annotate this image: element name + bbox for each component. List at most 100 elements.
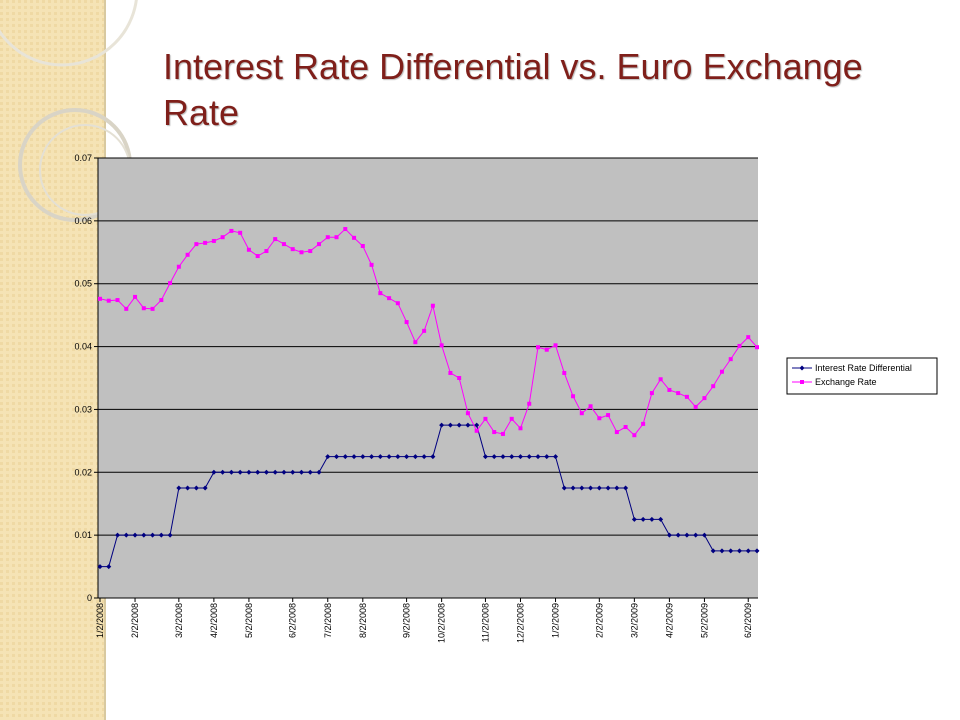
point: [238, 230, 243, 235]
point: [544, 347, 549, 352]
point: [395, 301, 400, 306]
y-tick-label: 0.07: [74, 153, 92, 163]
x-tick-label: 3/2/2009: [629, 603, 639, 638]
point: [97, 564, 103, 570]
point: [474, 422, 480, 428]
point: [439, 422, 445, 428]
point: [413, 340, 418, 345]
point: [509, 416, 514, 421]
point: [754, 548, 760, 554]
point: [632, 433, 637, 438]
point: [299, 250, 304, 255]
point: [281, 469, 287, 475]
point: [571, 394, 576, 399]
point: [168, 281, 173, 286]
point: [658, 516, 664, 522]
legend-label: Exchange Rate: [815, 377, 877, 387]
x-tick-label: 2/2/2008: [130, 603, 140, 638]
point: [430, 303, 435, 308]
point: [447, 422, 453, 428]
point: [141, 532, 147, 538]
point: [412, 454, 418, 460]
point: [526, 454, 532, 460]
point: [360, 454, 366, 460]
point: [728, 357, 733, 362]
point: [667, 387, 672, 392]
point: [229, 228, 234, 233]
point: [290, 469, 296, 475]
chart-title: Interest Rate Differential vs. Euro Exch…: [163, 46, 863, 133]
point: [693, 404, 698, 409]
point: [132, 532, 138, 538]
point: [351, 454, 357, 460]
point: [457, 376, 462, 380]
point: [167, 532, 173, 538]
point: [684, 394, 689, 399]
point: [185, 252, 190, 257]
y-tick-label: 0.01: [74, 530, 92, 540]
point: [342, 454, 348, 460]
point: [369, 454, 375, 460]
point: [325, 454, 331, 460]
point: [150, 306, 155, 311]
point: [263, 469, 269, 475]
point: [334, 454, 340, 460]
point: [465, 422, 471, 428]
point: [176, 485, 182, 491]
point: [395, 454, 401, 460]
point: [491, 454, 497, 460]
point: [422, 328, 427, 333]
point: [561, 485, 567, 491]
point: [115, 532, 121, 538]
point: [159, 298, 164, 303]
point: [106, 564, 112, 570]
point: [710, 548, 716, 554]
point: [316, 469, 322, 475]
point: [640, 516, 646, 522]
point: [719, 369, 724, 374]
legend-marker: [800, 380, 804, 384]
point: [228, 469, 234, 475]
point: [500, 431, 505, 436]
point: [360, 244, 365, 248]
point: [211, 469, 217, 475]
point: [684, 532, 690, 538]
point: [307, 469, 313, 475]
point: [133, 294, 138, 299]
point: [115, 298, 120, 303]
point: [255, 254, 260, 259]
legend-label: Interest Rate Differential: [815, 363, 912, 373]
point: [649, 391, 654, 396]
point: [492, 430, 497, 435]
point: [517, 454, 523, 460]
x-tick-label: 12/2/2008: [515, 603, 525, 643]
point: [176, 264, 181, 269]
point: [711, 384, 716, 389]
x-tick-label: 9/2/2008: [402, 603, 412, 638]
point: [745, 548, 751, 554]
point: [352, 235, 357, 240]
decor-circle: [0, 0, 138, 67]
legend: [786, 357, 938, 395]
point: [702, 396, 707, 401]
point: [483, 416, 488, 421]
point: [404, 320, 409, 325]
x-tick-label: 4/2/2008: [209, 603, 219, 638]
point: [588, 404, 593, 409]
x-tick-label: 5/2/2008: [244, 603, 254, 638]
point: [500, 454, 506, 460]
legend-marker: [799, 365, 805, 371]
point: [570, 485, 576, 491]
point: [387, 296, 392, 301]
point: [456, 422, 462, 428]
point: [606, 413, 611, 418]
x-tick-label: 10/2/2008: [437, 603, 447, 643]
point: [237, 469, 243, 475]
point: [378, 291, 383, 296]
point: [203, 240, 208, 245]
point: [124, 306, 129, 311]
point: [658, 377, 663, 382]
point: [308, 249, 313, 254]
